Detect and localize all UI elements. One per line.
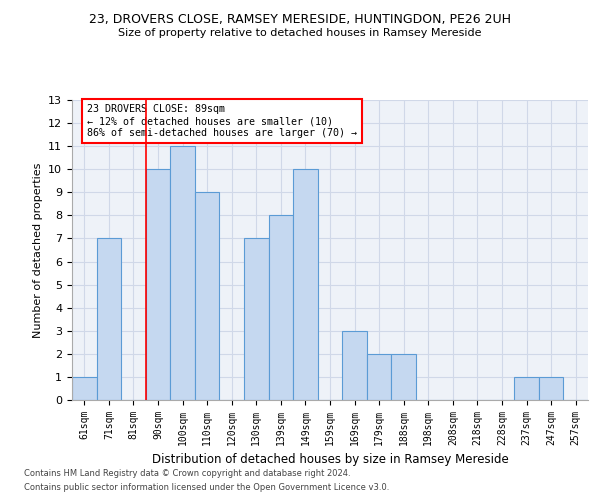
Text: Contains HM Land Registry data © Crown copyright and database right 2024.: Contains HM Land Registry data © Crown c… [24,468,350,477]
Bar [342,331,367,400]
Text: 23 DROVERS CLOSE: 89sqm
← 12% of detached houses are smaller (10)
86% of semi-de: 23 DROVERS CLOSE: 89sqm ← 12% of detache… [88,104,358,138]
Text: Size of property relative to detached houses in Ramsey Mereside: Size of property relative to detached ho… [118,28,482,38]
Bar [367,354,391,400]
Bar [539,377,563,400]
Bar [293,169,318,400]
Bar [170,146,195,400]
Bar [269,216,293,400]
X-axis label: Distribution of detached houses by size in Ramsey Mereside: Distribution of detached houses by size … [152,454,508,466]
Y-axis label: Number of detached properties: Number of detached properties [32,162,43,338]
Bar [72,377,97,400]
Bar [195,192,220,400]
Bar [391,354,416,400]
Bar [244,238,269,400]
Bar [146,169,170,400]
Text: Contains public sector information licensed under the Open Government Licence v3: Contains public sector information licen… [24,484,389,492]
Bar [97,238,121,400]
Bar [514,377,539,400]
Text: 23, DROVERS CLOSE, RAMSEY MERESIDE, HUNTINGDON, PE26 2UH: 23, DROVERS CLOSE, RAMSEY MERESIDE, HUNT… [89,12,511,26]
